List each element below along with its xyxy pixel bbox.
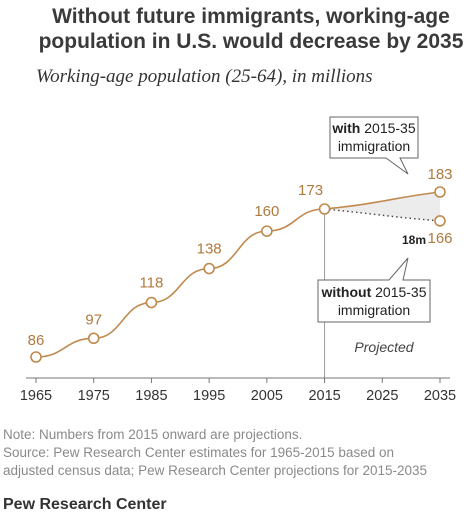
x-tick-label-2025: 2025: [366, 388, 398, 404]
x-tick-label-2015: 2015: [308, 388, 340, 404]
callout-without-line-1: without 2015-35: [320, 284, 426, 300]
data-point-1985: [145, 296, 158, 309]
series-with-immigration-line: [324, 191, 441, 210]
x-tick-label-1975: 1975: [78, 388, 110, 404]
x-tick-label-2035: 2035: [424, 388, 456, 404]
callout-without-bold: without: [320, 284, 371, 300]
data-label-4: 160: [254, 203, 279, 220]
data-label-7: 166: [427, 230, 452, 247]
data-point-2015: [318, 203, 331, 215]
x-tick-label-1965: 1965: [20, 388, 52, 404]
callout-without-rest: 2015-35: [371, 284, 426, 300]
callout-without-line-2: immigration: [338, 302, 410, 318]
gap-area: [324, 191, 440, 221]
data-point-without-2035: [434, 215, 446, 227]
title-line-2: population in U.S. would decrease by 203…: [38, 30, 464, 53]
data-label-0: 86: [28, 332, 45, 349]
chart-subtitle: Working-age population (25-64), in milli…: [36, 66, 373, 87]
callout-without-box: [317, 257, 431, 323]
data-label-3: 138: [197, 241, 222, 258]
data-point-1975: [87, 332, 100, 345]
callout-with-line-1: with 2015-35: [331, 120, 415, 136]
callout-with-box: [329, 116, 419, 175]
projected-label: Projected: [354, 339, 414, 355]
data-point-1965: [30, 351, 42, 363]
data-label-1: 97: [85, 311, 102, 328]
callout-with-rest: 2015-35: [360, 120, 415, 136]
title-line-1: Without future immigrants, working-age: [52, 5, 450, 28]
x-tick-label-2005: 2005: [251, 388, 283, 404]
source-line-1: Source: Pew Research Center estimates fo…: [3, 445, 394, 460]
series-historical-line: [35, 208, 325, 358]
data-point-2005: [261, 225, 273, 237]
callout-with-bold: with: [331, 120, 360, 136]
x-tick-label-1985: 1985: [135, 388, 167, 404]
data-point-with-2035: [434, 186, 446, 198]
x-tick-label-1995: 1995: [193, 388, 225, 404]
source-line-2: adjusted census data; Pew Research Cente…: [3, 463, 428, 478]
brand-name: Pew Research Center: [3, 496, 167, 513]
difference-label: 18m: [402, 233, 426, 247]
callout-with-line-2: immigration: [338, 138, 410, 154]
chart-title: Without future immigrants, working-age p…: [36, 4, 466, 54]
data-label-6: 183: [427, 166, 452, 183]
data-label-2: 118: [139, 275, 163, 292]
note-line-1: Note: Numbers from 2015 onward are proje…: [3, 427, 303, 442]
data-point-1995: [203, 262, 215, 275]
data-label-5: 173: [298, 182, 323, 199]
